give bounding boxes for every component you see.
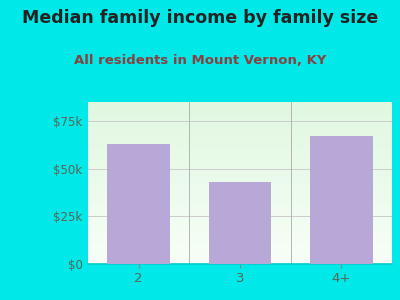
Bar (310, 136, 373, 264)
Bar (208, 182, 272, 264)
Text: All residents in Mount Vernon, KY: All residents in Mount Vernon, KY (74, 54, 326, 67)
Text: Median family income by family size: Median family income by family size (22, 9, 378, 27)
Bar (107, 144, 170, 264)
